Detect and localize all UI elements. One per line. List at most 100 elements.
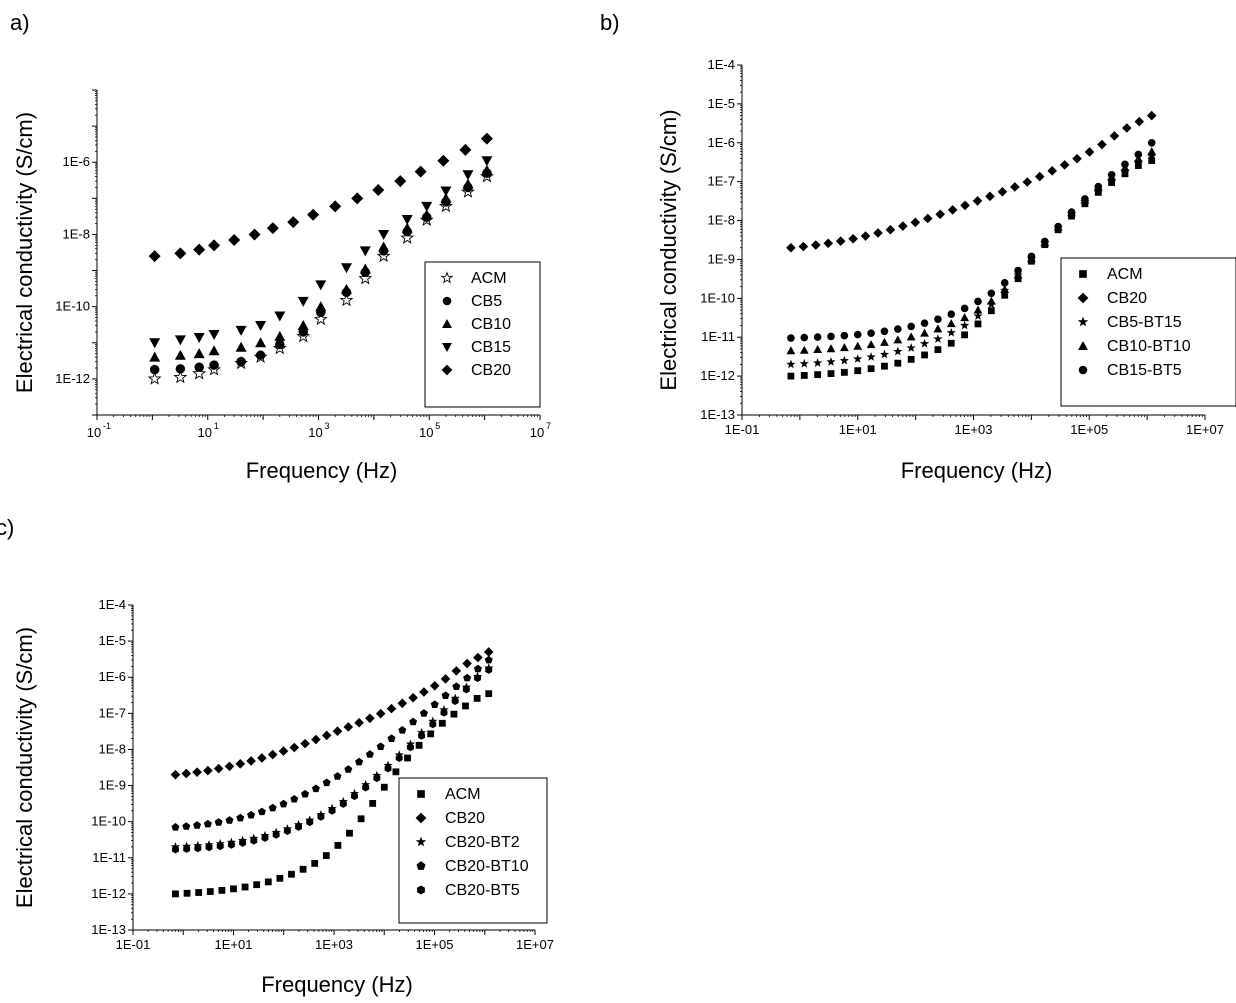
data-point — [247, 811, 255, 819]
data-point — [826, 357, 835, 366]
data-point — [814, 333, 822, 341]
data-point — [811, 240, 821, 250]
data-point — [421, 202, 432, 212]
data-point — [416, 742, 423, 749]
data-point — [372, 184, 384, 196]
data-point — [398, 698, 408, 708]
data-point — [315, 280, 326, 290]
data-point — [1094, 183, 1102, 191]
data-point — [341, 263, 352, 273]
data-point — [948, 205, 958, 215]
data-point — [463, 674, 471, 682]
data-point — [381, 784, 388, 791]
data-point — [171, 823, 179, 831]
data-point — [267, 222, 279, 234]
y-tick-label: 1E-4 — [708, 57, 735, 72]
data-point — [920, 329, 929, 337]
y-tick-label: 1E-6 — [708, 135, 735, 150]
y-tick-label: 1E-8 — [99, 741, 126, 756]
data-point — [427, 730, 434, 737]
data-point — [358, 815, 365, 822]
data-point — [276, 875, 283, 882]
data-point — [265, 878, 272, 885]
data-point — [1028, 253, 1036, 261]
data-point — [409, 718, 417, 726]
data-point — [473, 653, 483, 663]
data-point — [853, 342, 862, 350]
data-point — [315, 301, 326, 311]
x-tick-label: 10 — [87, 425, 101, 440]
x-axis-title: Frequency (Hz) — [261, 972, 413, 997]
data-point — [921, 352, 928, 359]
x-tick-label: 1E+03 — [955, 422, 993, 437]
data-point — [960, 201, 970, 211]
y-tick-label: 1E-7 — [708, 174, 735, 189]
data-point — [974, 306, 983, 314]
data-point — [194, 348, 205, 358]
data-point — [218, 887, 225, 894]
data-point — [462, 170, 473, 180]
data-point — [279, 800, 287, 808]
data-point — [881, 327, 889, 335]
data-point — [290, 795, 298, 803]
data-point — [311, 735, 321, 745]
legend-label: CB10 — [471, 316, 511, 333]
data-point — [193, 821, 201, 829]
legend-label: CB20-BT2 — [445, 834, 520, 851]
data-point — [377, 742, 385, 750]
legend-label: CB20-BT10 — [445, 858, 529, 875]
data-point — [258, 808, 266, 816]
data-point — [935, 346, 942, 353]
data-point — [787, 334, 795, 342]
legend-marker — [1079, 366, 1088, 375]
data-point — [840, 356, 849, 365]
data-point — [275, 340, 285, 350]
x-tick-exponent: 3 — [325, 421, 330, 431]
data-point — [322, 731, 332, 741]
data-point — [868, 365, 875, 372]
x-axis-title: Frequency (Hz) — [901, 458, 1053, 483]
data-point — [893, 347, 902, 356]
data-point — [861, 231, 871, 241]
data-point — [934, 315, 942, 323]
data-point — [393, 768, 400, 775]
data-point — [300, 866, 307, 873]
data-point — [934, 324, 943, 332]
data-point — [287, 216, 299, 228]
data-point — [462, 659, 472, 669]
legend-box — [1061, 258, 1236, 406]
data-point — [988, 289, 996, 297]
data-point — [334, 772, 342, 780]
data-point — [788, 373, 795, 380]
data-point — [935, 209, 945, 219]
data-point — [307, 209, 319, 221]
data-point — [236, 814, 244, 822]
data-point — [300, 739, 310, 749]
data-point — [1022, 177, 1032, 187]
data-point — [408, 693, 418, 703]
y-axis-title: Electrical conductivity (S/cm) — [12, 112, 37, 393]
data-point — [388, 734, 396, 742]
data-point — [175, 350, 186, 360]
data-point — [854, 367, 861, 374]
data-point — [787, 346, 796, 354]
y-tick-label: 1E-11 — [92, 850, 126, 865]
data-point — [1108, 171, 1116, 179]
data-point — [230, 885, 237, 892]
data-point — [961, 305, 969, 313]
data-point — [1001, 279, 1009, 287]
data-point — [894, 325, 902, 333]
data-point — [171, 770, 181, 780]
data-point — [394, 175, 406, 187]
series-cb20 — [786, 111, 1156, 253]
data-point — [484, 647, 494, 657]
y-tick-label: 1E-12 — [55, 371, 90, 386]
data-point — [323, 779, 331, 787]
data-point — [209, 330, 220, 340]
y-tick-label: 1E-4 — [99, 597, 126, 612]
chart-panel-2: b) 1E-13 1E-12 1E-11 1E-10 1E-9 1E-8 1E-7 1E-6 1E… — [600, 10, 1236, 483]
y-tick-label: 1E-9 — [708, 251, 735, 266]
data-point — [1014, 267, 1022, 275]
